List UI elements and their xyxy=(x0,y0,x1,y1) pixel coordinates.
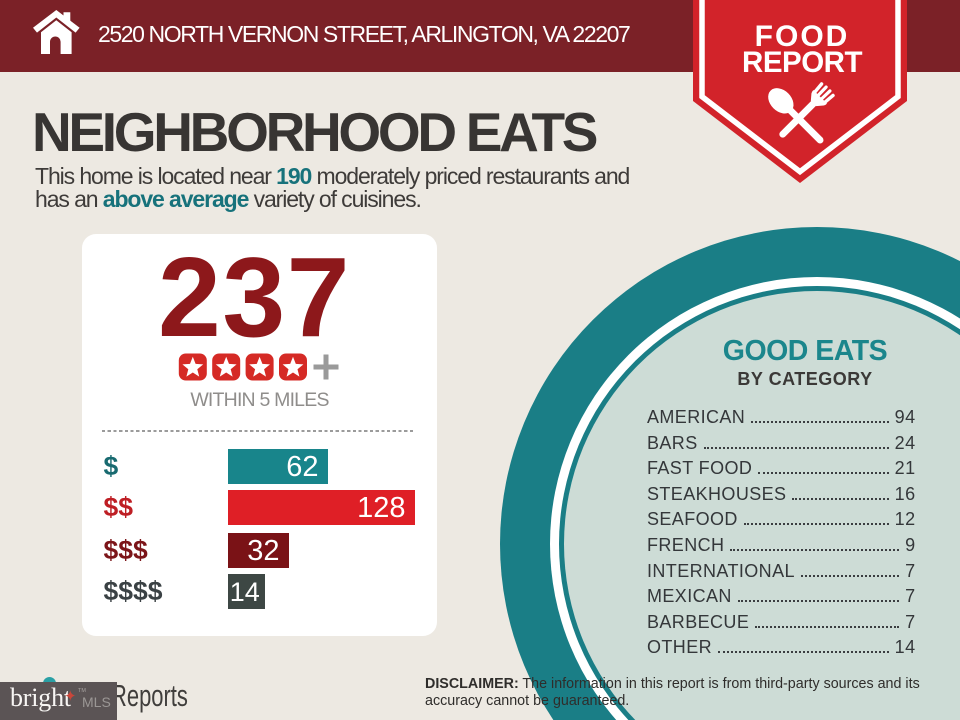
svg-text:REPORT: REPORT xyxy=(742,46,862,79)
svg-text:FOOD: FOOD xyxy=(755,20,850,53)
